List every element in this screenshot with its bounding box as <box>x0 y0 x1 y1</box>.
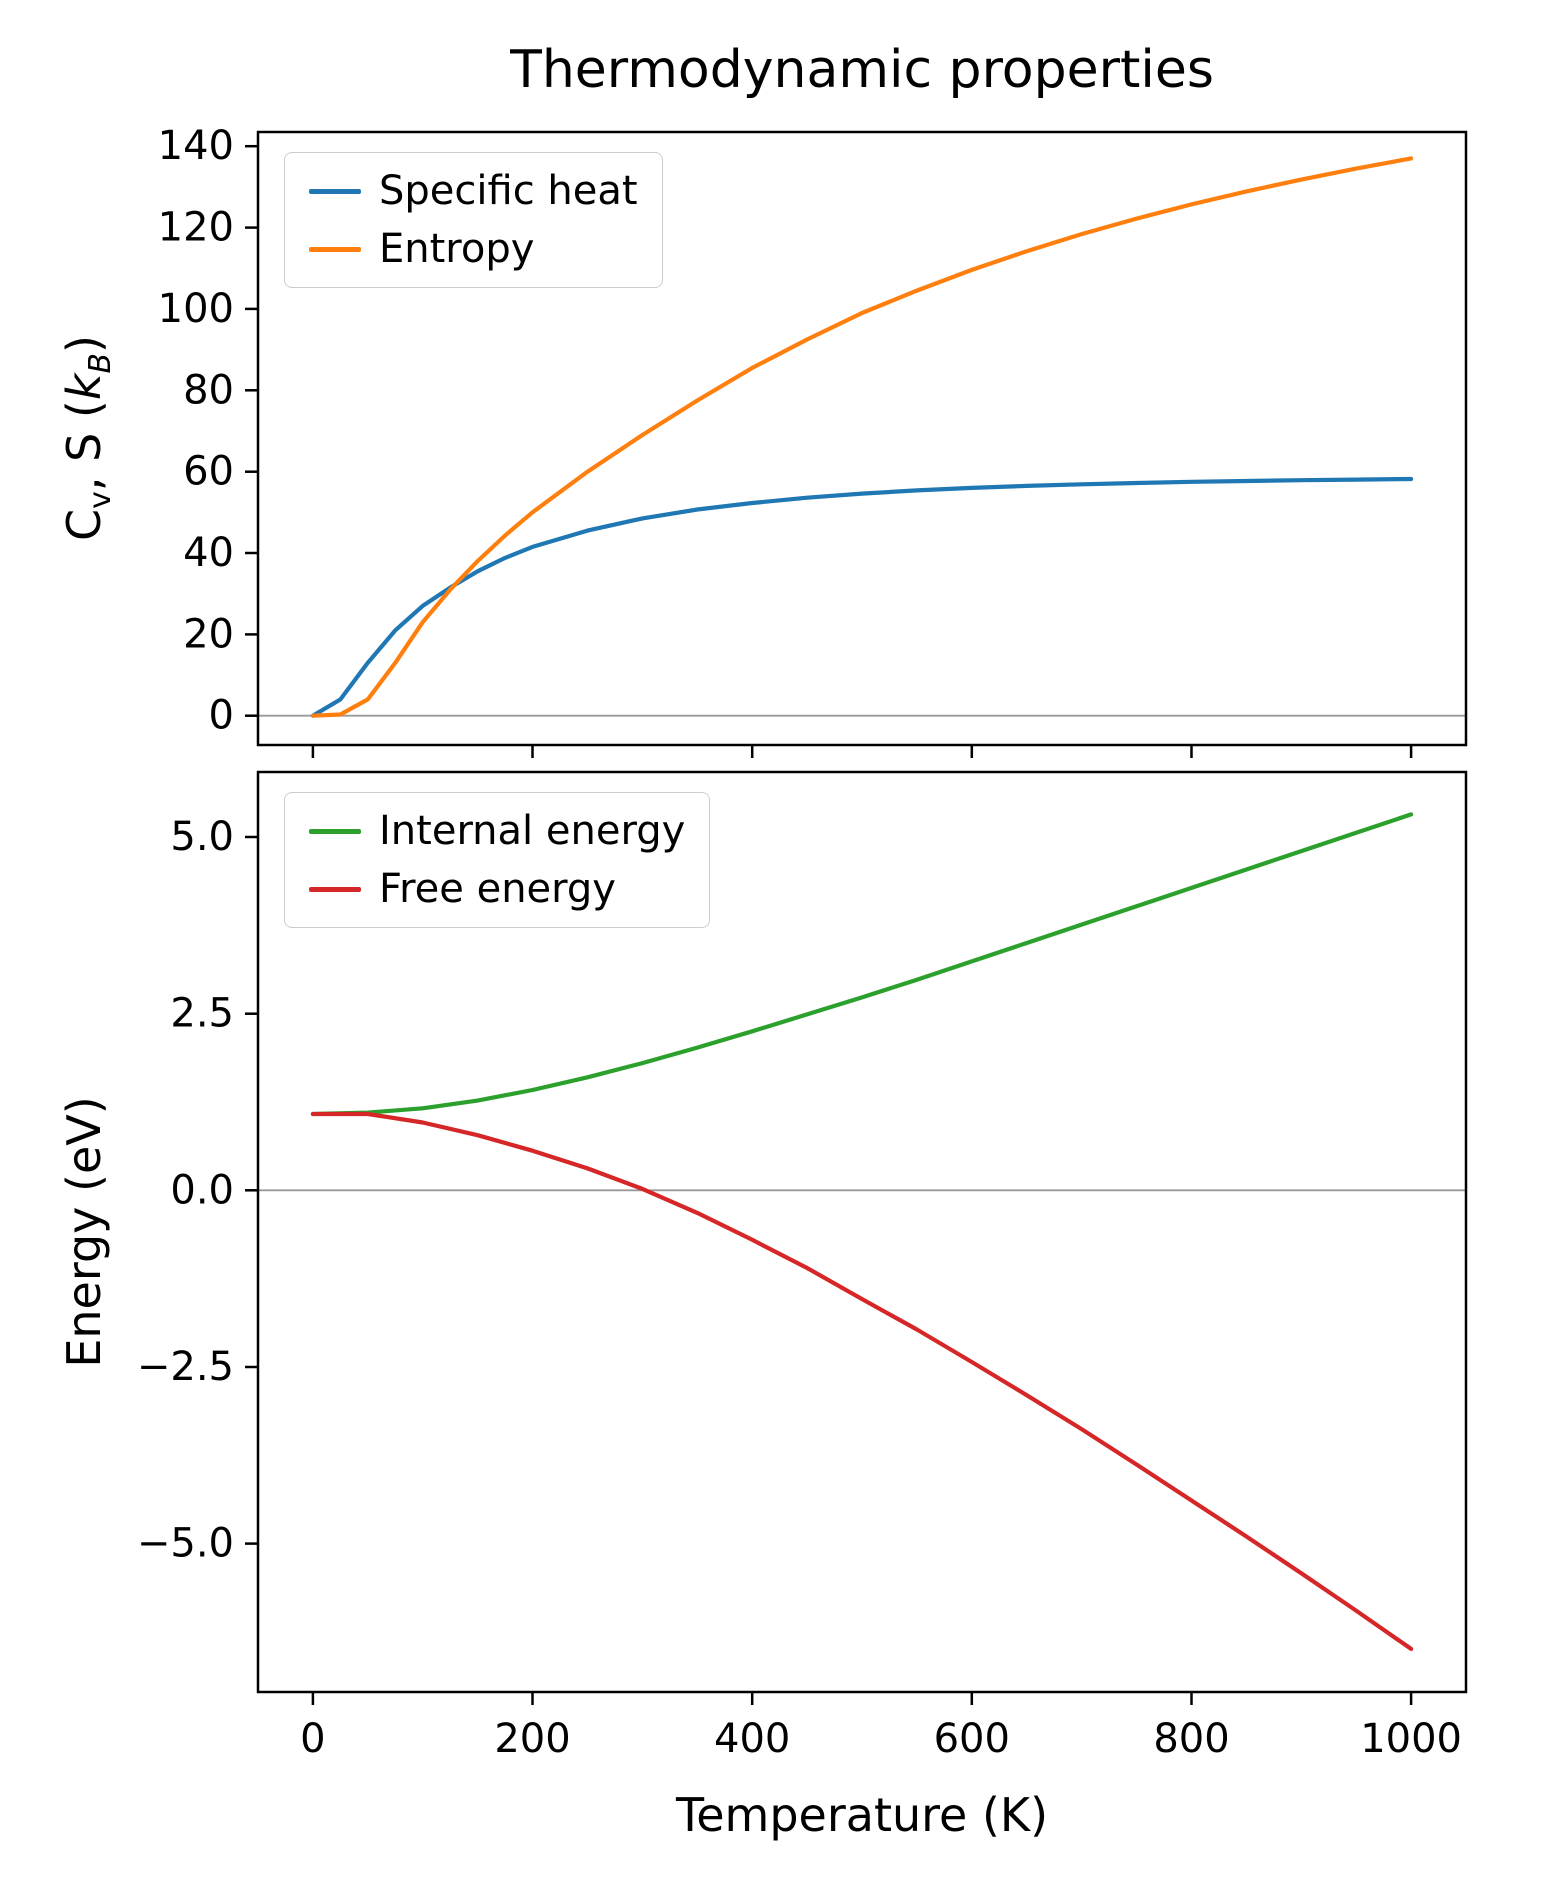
y-tick-label: 0 <box>209 693 234 739</box>
top-y-axis-label: Cv, S (kB) <box>57 335 119 541</box>
chart-2-frame <box>256 770 1468 1694</box>
x-tick-label: 800 <box>1153 1716 1229 1762</box>
bottom-legend: Internal energy Free energy <box>284 792 711 928</box>
y-tick-label: 2.5 <box>170 991 234 1037</box>
y-tick-label: 100 <box>158 286 234 332</box>
internal-energy-line <box>310 812 1414 1117</box>
x-tick-label: 400 <box>714 1716 790 1762</box>
y-tick-label: 60 <box>183 449 234 495</box>
y-tick-label: 40 <box>183 530 234 576</box>
legend-item-internal-energy: Internal energy <box>309 809 685 853</box>
legend-label-specific-heat: Specific heat <box>379 168 638 214</box>
x-axis-label: Temperature (K) <box>675 1788 1049 1842</box>
y-tick-label: −2.5 <box>137 1344 234 1390</box>
x-tick-label: 200 <box>494 1716 570 1762</box>
figure-title: Thermodynamic properties <box>510 40 1214 100</box>
y-tick-label: 80 <box>183 367 234 413</box>
legend-label-entropy: Entropy <box>379 226 535 272</box>
legend-label-free-energy: Free energy <box>379 866 616 912</box>
top-legend: Specific heat Entropy <box>284 152 663 288</box>
y-tick-label: 120 <box>158 205 234 251</box>
x-tick-label: 0 <box>300 1716 325 1762</box>
y-tick-label: 5.0 <box>170 814 234 860</box>
specific-heat-line-swatch <box>309 188 361 194</box>
legend-label-internal-energy: Internal energy <box>379 808 686 854</box>
legend-item-entropy: Entropy <box>309 227 638 271</box>
y-tick-label: 140 <box>158 123 234 169</box>
y-tick-label: −5.0 <box>137 1521 234 1567</box>
legend-item-specific-heat: Specific heat <box>309 169 638 213</box>
chart-1: 0 20 40 60 80 100 120 140 <box>158 123 1468 758</box>
entropy-line <box>310 156 1414 718</box>
specific-heat-line <box>310 476 1414 718</box>
y-tick-label: 20 <box>183 611 234 657</box>
chart-2: −5.0 −2.5 0.0 2.5 5.0 0 200 400 600 800 1000 <box>137 770 1468 1762</box>
y-tick-label: 0.0 <box>170 1167 234 1213</box>
x-tick-label: 1000 <box>1360 1716 1462 1762</box>
chart-1-frame <box>256 130 1468 747</box>
free-energy-line-swatch <box>309 886 361 892</box>
x-tick-label: 600 <box>934 1716 1010 1762</box>
internal-energy-line-swatch <box>309 828 361 834</box>
legend-item-free-energy: Free energy <box>309 867 685 911</box>
free-energy-line <box>310 1111 1414 1651</box>
bottom-y-axis-label: Energy (eV) <box>57 1096 111 1368</box>
entropy-line-swatch <box>309 246 361 252</box>
